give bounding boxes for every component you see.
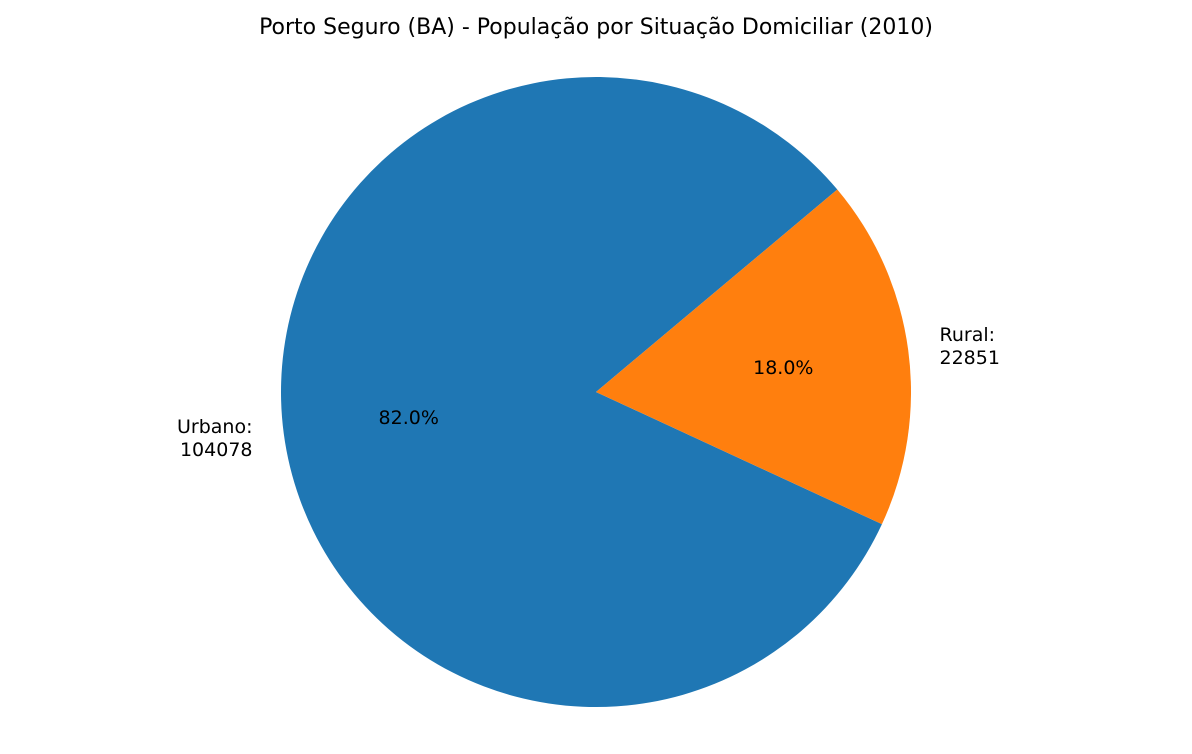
chart-title: Porto Seguro (BA) - População por Situaç… (259, 15, 933, 40)
pie-slice-rural (596, 189, 912, 525)
slice-label-rural: Rural: 22851 (940, 324, 1000, 369)
pie-slice-urbano (281, 77, 882, 708)
percent-label-rural: 18.0% (753, 357, 813, 379)
pie-labels: 82.0% Urbano: 104078 18.0% Rural: 22851 (177, 324, 1000, 461)
pie-slices (281, 77, 912, 708)
percent-label-urbano: 82.0% (379, 407, 439, 429)
slice-label-urbano: Urbano: 104078 (177, 416, 253, 461)
